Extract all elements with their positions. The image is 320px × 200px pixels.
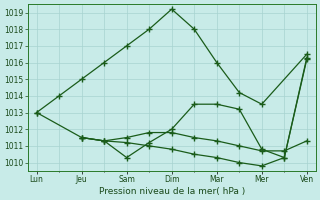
X-axis label: Pression niveau de la mer( hPa ): Pression niveau de la mer( hPa ) xyxy=(99,187,245,196)
